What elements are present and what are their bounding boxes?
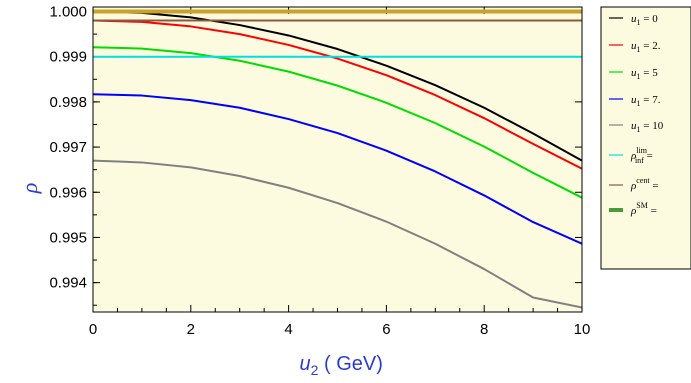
legend-item: u1 = 7. [609,94,661,108]
x-tick-label: 8 [480,321,488,338]
plot-frame [92,6,583,313]
legend-label: u1 = 10 [631,120,664,134]
series-line [93,159,582,309]
x-tick-label: 6 [382,321,390,338]
series-lines [93,9,582,309]
y-tick-label: 0.994 [49,275,87,292]
y-axis-label: ρ [17,183,42,195]
legend-item: ρlim inf = [609,146,653,165]
y-tick-label: 0.995 [49,229,87,246]
x-tick-label: 0 [89,321,97,338]
y-tick-label: 0.996 [49,184,87,201]
legend-item: ρcent = [609,176,659,192]
series-line [93,10,582,162]
x-tick-label: 4 [284,321,292,338]
y-tick-label: 0.997 [49,139,87,156]
series-line [93,46,582,199]
legend-item: u1 = 10 [609,120,664,134]
series-line [93,19,582,170]
x-tick-labels: 0 2 4 6 8 10 [89,321,591,338]
legend-box [600,6,691,270]
legend-item: ρSM = [609,201,657,217]
y-tick-label: 1.000 [49,4,87,21]
legend-label: ρlim inf = [630,146,653,165]
legend: u1 = 0 u1 = 2. u1 = 5 u1 = 7. u1 = 10 ρlim inf… [600,6,691,270]
legend-label: u1 = 5 [631,67,658,81]
y-tick-labels: 0.994 0.995 0.996 0.997 0.998 0.999 1.000 [49,4,87,292]
x-axis-label: u2 ( GeV) [300,353,383,378]
legend-label: ρcent = [630,176,659,192]
legend-label: u1 = 2. [631,40,661,54]
y-tick-label: 0.999 [49,49,87,66]
legend-item: u1 = 2. [609,40,661,54]
legend-label: u1 = 7. [631,94,661,108]
legend-label: ρSM = [630,201,657,217]
x-tick-label: 2 [187,321,195,338]
y-tick-label: 0.998 [49,94,87,111]
series-line [93,93,582,245]
legend-label: u1 = 0 [631,13,658,27]
legend-item: u1 = 5 [609,67,658,81]
x-tick-label: 10 [574,321,591,338]
legend-item: u1 = 0 [609,13,658,27]
